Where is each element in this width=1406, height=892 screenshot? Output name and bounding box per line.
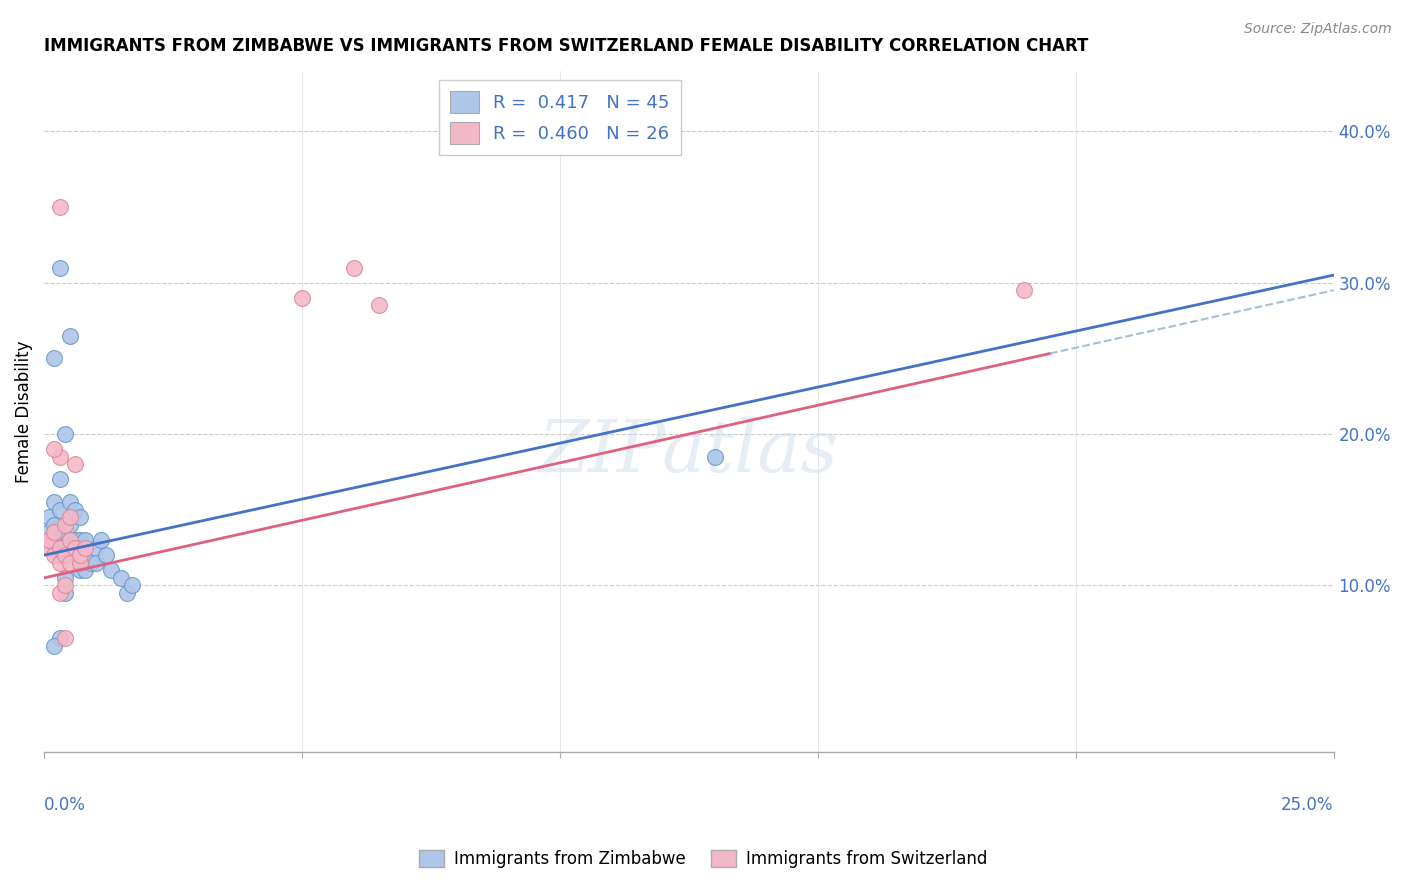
Point <box>48 586 70 600</box>
Point <box>48 472 70 486</box>
Point <box>59 517 82 532</box>
Point <box>53 586 76 600</box>
Point <box>53 525 76 540</box>
Point <box>48 502 70 516</box>
Point <box>59 533 82 547</box>
Point <box>59 533 82 547</box>
Text: 25.0%: 25.0% <box>1281 797 1334 814</box>
Legend: Immigrants from Zimbabwe, Immigrants from Switzerland: Immigrants from Zimbabwe, Immigrants fro… <box>412 843 994 875</box>
Point <box>48 541 70 555</box>
Point <box>53 571 76 585</box>
Point <box>48 260 70 275</box>
Point <box>48 533 70 547</box>
Point <box>44 495 66 509</box>
Point <box>44 639 66 653</box>
Point <box>53 632 76 646</box>
Point <box>59 510 82 524</box>
Point <box>69 510 91 524</box>
Point <box>48 556 70 570</box>
Point <box>44 533 66 547</box>
Point <box>342 260 364 275</box>
Text: Source: ZipAtlas.com: Source: ZipAtlas.com <box>1244 22 1392 37</box>
Point <box>44 442 66 457</box>
Point <box>63 502 86 516</box>
Point <box>59 495 82 509</box>
Point <box>69 548 91 562</box>
Point <box>79 556 101 570</box>
Point <box>110 571 132 585</box>
Point <box>100 563 122 577</box>
Point <box>38 541 60 555</box>
Point <box>48 548 70 562</box>
Point <box>38 533 60 547</box>
Point <box>94 548 117 562</box>
Point <box>69 556 91 570</box>
Point <box>53 578 76 592</box>
Point <box>75 541 97 555</box>
Point <box>115 586 138 600</box>
Point <box>63 541 86 555</box>
Point <box>84 556 107 570</box>
Point <box>90 533 112 547</box>
Point <box>44 517 66 532</box>
Point <box>75 563 97 577</box>
Point <box>48 632 70 646</box>
Point <box>63 533 86 547</box>
Point <box>703 450 725 464</box>
Point <box>69 533 91 547</box>
Point <box>48 450 70 464</box>
Point <box>1012 283 1035 297</box>
Text: ZIPatlas: ZIPatlas <box>538 417 839 487</box>
Point <box>38 541 60 555</box>
Point <box>59 548 82 562</box>
Point <box>44 351 66 366</box>
Text: 0.0%: 0.0% <box>44 797 86 814</box>
Y-axis label: Female Disability: Female Disability <box>15 340 32 483</box>
Point <box>75 533 97 547</box>
Point <box>59 328 82 343</box>
Point <box>38 510 60 524</box>
Point <box>368 298 391 312</box>
Point <box>53 541 76 555</box>
Point <box>44 541 66 555</box>
Point <box>63 458 86 472</box>
Point <box>53 427 76 442</box>
Text: IMMIGRANTS FROM ZIMBABWE VS IMMIGRANTS FROM SWITZERLAND FEMALE DISABILITY CORREL: IMMIGRANTS FROM ZIMBABWE VS IMMIGRANTS F… <box>44 37 1088 55</box>
Point <box>48 541 70 555</box>
Point <box>121 578 143 592</box>
Point <box>291 291 314 305</box>
Point <box>59 556 82 570</box>
Point <box>53 517 76 532</box>
Legend: R =  0.417   N = 45, R =  0.460   N = 26: R = 0.417 N = 45, R = 0.460 N = 26 <box>439 79 681 154</box>
Point <box>44 541 66 555</box>
Point <box>44 525 66 540</box>
Point <box>53 548 76 562</box>
Point <box>84 541 107 555</box>
Point <box>38 525 60 540</box>
Point <box>69 563 91 577</box>
Point <box>63 541 86 555</box>
Point <box>44 548 66 562</box>
Point <box>48 200 70 214</box>
